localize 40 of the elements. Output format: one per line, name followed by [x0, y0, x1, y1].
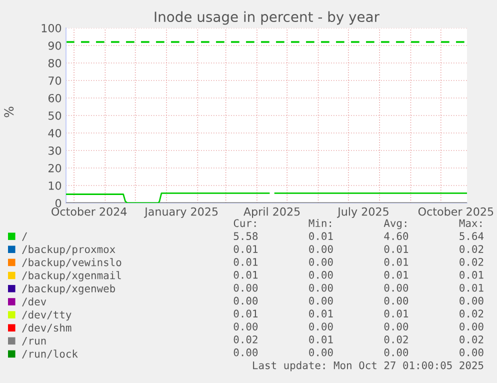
x-tick-label: January 2025 — [144, 207, 218, 218]
y-tick-label: 50 — [48, 111, 62, 120]
y-tick-label: 40 — [48, 128, 62, 138]
legend-label: /backup/xgenweb — [22, 284, 115, 294]
x-tick-label: April 2025 — [244, 207, 300, 218]
x-tick-label: October 2024 — [52, 207, 127, 216]
legend-label: /dev/shm — [22, 324, 72, 332]
y-tick-label: 60 — [48, 94, 62, 102]
x-tick-label: July 2025 — [337, 207, 388, 218]
y-tick-label: 0 — [55, 198, 62, 208]
text: 0.01 0.00 0.01 0.02 — [234, 258, 484, 266]
y-tick-label: 20 — [48, 164, 62, 172]
text: 5.58 0.01 4.60 5.64 — [234, 232, 484, 240]
legend-label: /dev/tty — [22, 310, 72, 321]
y-tick-label: 100 — [42, 24, 62, 32]
text: 0.01 0.01 0.01 0.02 — [234, 310, 484, 318]
x-tick-label: October 2025 — [418, 207, 494, 216]
y-tick-label: 80 — [48, 58, 62, 68]
chart-title: Inode usage in percent - by year — [154, 11, 380, 25]
text: 0.02 0.01 0.02 0.02 — [234, 336, 484, 344]
legend-label: /run/lock — [22, 350, 78, 359]
text: 0.00 0.00 0.00 0.00 — [234, 348, 484, 356]
y-tick-label: 30 — [48, 146, 62, 155]
legend-label: /backup/proxmox — [22, 245, 116, 256]
legend-label: /run — [22, 336, 46, 346]
legend-label: /backup/vewinslo — [22, 258, 122, 268]
text: Last update: Mon Oct 27 01:00:05 2025 — [253, 361, 484, 372]
y-tick-label: 70 — [48, 76, 62, 85]
y-tick-label: 90 — [48, 41, 62, 50]
text: Cur: Min: Avg: Max: — [234, 219, 482, 230]
text: 0.00 0.00 0.00 0.00 — [234, 322, 484, 330]
text: 0.01 0.00 0.01 0.02 — [234, 245, 484, 253]
text: 0.00 0.00 0.00 0.01 — [234, 284, 484, 292]
legend-label: /backup/xgenmail — [22, 271, 121, 282]
legend-label: / — [22, 232, 28, 241]
text: 0.01 0.00 0.01 0.01 — [234, 270, 484, 279]
text: 0.00 0.00 0.00 0.00 — [234, 296, 484, 305]
y-tick-label: 10 — [48, 181, 62, 190]
legend-label: /dev — [22, 297, 46, 306]
y-axis-title: % — [4, 106, 14, 118]
